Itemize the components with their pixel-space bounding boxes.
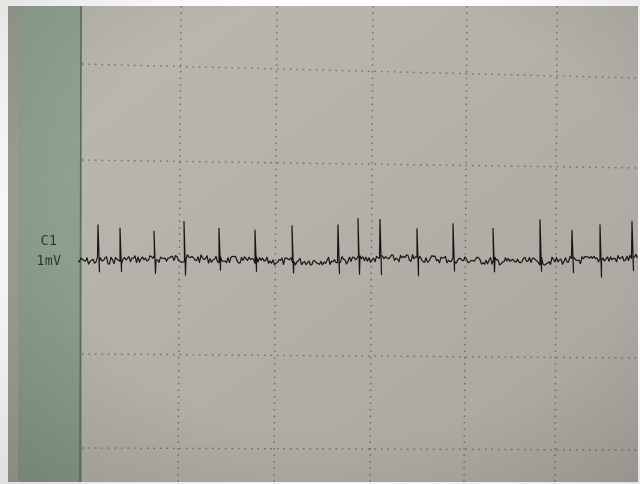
gain-label: 1mV (36, 254, 62, 269)
lead-label: C1 (40, 234, 58, 249)
paper-surface (8, 6, 638, 482)
margin-strip-edge (79, 5, 82, 483)
channel-label: C1 1mV (18, 232, 80, 272)
